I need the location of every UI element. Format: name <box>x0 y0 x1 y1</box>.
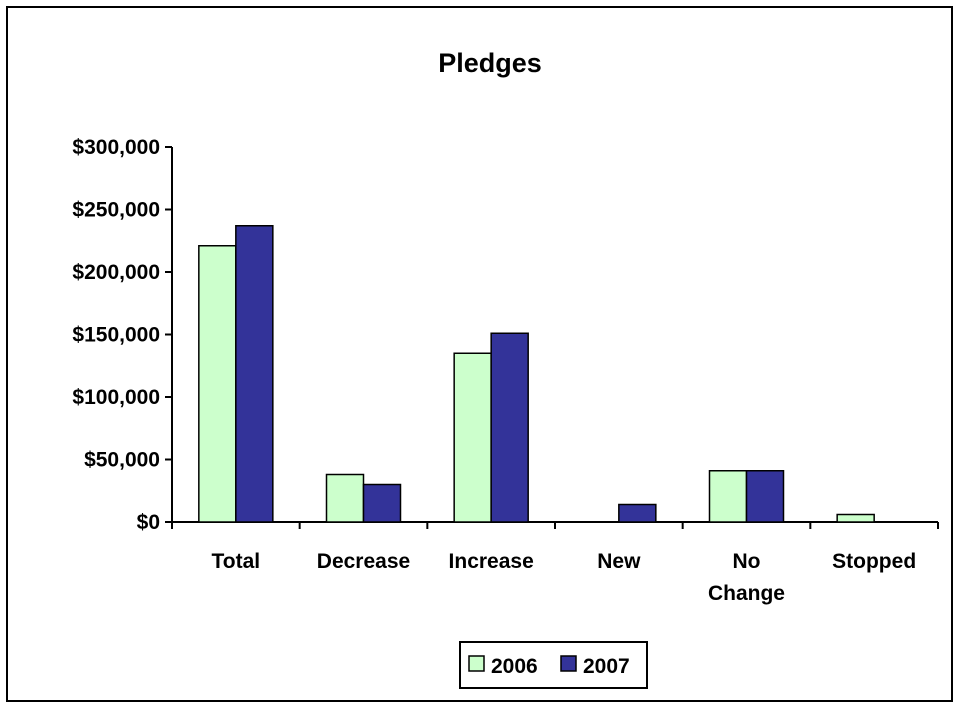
x-axis: Total Decrease Increase New No Change Stopped <box>171 521 939 605</box>
bar-2007-2 <box>490 332 529 523</box>
legend-label-2006: 2006 <box>491 655 538 678</box>
x-category-label: No <box>733 550 761 573</box>
bar-2006-0 <box>198 245 237 523</box>
x-category-label: New <box>597 550 641 573</box>
bar-2006-1 <box>325 473 365 523</box>
bar-2007-4 <box>745 470 785 523</box>
x-category-label: Change <box>708 582 785 605</box>
x-category-label: Stopped <box>832 550 916 573</box>
y-tick-label: $250,000 <box>72 199 160 222</box>
legend: 2006 2007 <box>459 641 648 689</box>
bar-2006-4 <box>708 470 748 523</box>
legend-swatch-2006 <box>468 655 485 672</box>
legend-box <box>459 641 648 689</box>
x-category-label: Total <box>212 550 261 573</box>
y-tick-label: $50,000 <box>84 449 160 472</box>
bars <box>198 225 875 523</box>
x-category-label: Increase <box>449 550 534 573</box>
bar-2007-3 <box>618 503 657 523</box>
y-tick-label: $200,000 <box>72 261 160 284</box>
y-axis: $0 $50,000 $100,000 $150,000 $200,000 $250,00… <box>72 136 173 534</box>
bar-2006-2 <box>453 352 492 523</box>
y-tick-label: $100,000 <box>72 386 160 409</box>
x-category-label: Decrease <box>317 550 410 573</box>
legend-label-2007: 2007 <box>583 655 630 678</box>
bar-2006-5 <box>836 513 875 523</box>
chart-title: Pledges <box>438 48 542 78</box>
y-tick-label: $0 <box>137 511 160 534</box>
bar-2007-0 <box>235 225 274 523</box>
y-tick-label: $150,000 <box>72 324 160 347</box>
bar-2007-1 <box>362 483 402 523</box>
y-tick-label: $300,000 <box>72 136 160 159</box>
legend-swatch-2007 <box>560 655 577 672</box>
